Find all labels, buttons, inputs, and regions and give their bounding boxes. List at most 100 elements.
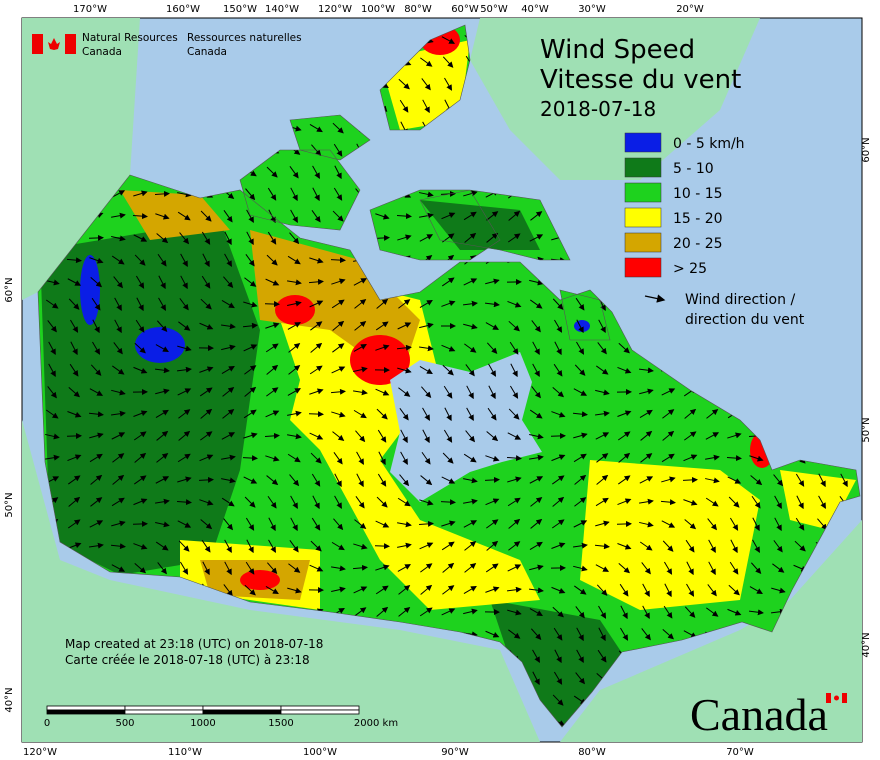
flag-band (32, 34, 43, 54)
wind-arrow (375, 564, 390, 571)
wind-arrow (463, 323, 478, 330)
wind-arrow (419, 366, 433, 375)
wind-arrow (422, 407, 430, 421)
wind-arrow (155, 498, 170, 505)
wind-arrow (67, 519, 81, 529)
wind-arrow (133, 410, 148, 417)
wind-arrow (331, 366, 346, 374)
wind-arrow (289, 232, 300, 245)
wind-arrow (419, 212, 434, 219)
wind-arrow (267, 495, 277, 509)
wind-arrow (376, 606, 389, 617)
wind-arrow (576, 649, 584, 664)
flag-band (826, 693, 831, 703)
wind-arrow (444, 407, 452, 422)
wind-arrow (224, 539, 232, 554)
wind-arrow (441, 541, 455, 551)
wind-arrow (112, 474, 125, 485)
wind-arrow (727, 476, 742, 484)
wind-arrow (726, 455, 742, 462)
wind-arrow (420, 584, 433, 595)
wind-arrow (201, 275, 211, 289)
scale-label: 2000 km (354, 718, 398, 729)
wind-arrow (662, 430, 675, 441)
wind-arrow (374, 543, 390, 550)
wind-arrow (287, 410, 302, 417)
wind-arrow (597, 342, 607, 355)
wind-arrow (594, 543, 610, 550)
wind-arrow (156, 453, 169, 463)
wind-arrow (572, 542, 588, 549)
wind-arrow (310, 540, 322, 552)
wind-arrow (683, 454, 698, 462)
wind-arrow (421, 386, 432, 399)
wind-arrow (684, 606, 696, 618)
wind-arrow (529, 454, 544, 461)
wind-arrow (289, 474, 300, 487)
wind-arrow (441, 277, 455, 287)
wind-arrow (508, 320, 520, 332)
wind-arrow (155, 476, 170, 484)
wind-arrow (773, 540, 783, 553)
wind-arrow (664, 561, 673, 575)
wind-arrow (685, 539, 695, 553)
wind-arrow (529, 541, 543, 551)
wind-arrow (221, 454, 236, 461)
wind-arrow (68, 475, 81, 485)
wind-arrow (265, 586, 279, 595)
wind-arrow (486, 431, 499, 442)
wind-arrow (707, 584, 717, 597)
wind-arrow (355, 430, 366, 443)
wind-arrow (48, 363, 56, 378)
wind-arrow (69, 363, 79, 377)
wind-arrow (67, 411, 82, 418)
wind-arrow (421, 78, 431, 91)
wind-arrow (510, 363, 518, 378)
wind-arrow (114, 297, 122, 312)
wind-arrow (509, 385, 519, 399)
wind-arrow (356, 451, 364, 465)
wind-arrow (154, 190, 170, 197)
wind-arrow (155, 521, 170, 528)
wind-arrow (266, 364, 279, 375)
wind-arrow (486, 519, 499, 529)
wind-arrow (353, 586, 368, 594)
wind-arrow (532, 649, 540, 663)
wind-arrow (573, 388, 588, 396)
wind-arrow (398, 299, 411, 309)
wind-arrow (617, 543, 632, 550)
wind-arrow (200, 210, 212, 222)
wind-arrow (177, 453, 191, 463)
credit: Carte créée le 2018-07-18 (UTC) à 23:18 (65, 653, 310, 667)
wind-arrow (486, 540, 499, 551)
wind-arrow (246, 231, 254, 246)
title-fr: Vitesse du vent (540, 65, 741, 95)
wind-arrow (133, 431, 147, 441)
wind-arrow (507, 233, 521, 243)
wind-arrow (531, 320, 541, 333)
wind-arrow (309, 300, 324, 308)
wind-arrow (598, 605, 607, 619)
graticule-label: 40°N (4, 687, 15, 712)
wind-arrow (158, 297, 166, 311)
wind-arrow (420, 57, 433, 67)
wind-arrow (287, 587, 302, 594)
wind-arrow (528, 587, 544, 594)
graticule-label: 150°W (223, 4, 257, 15)
wind-arrow (222, 386, 235, 397)
wind-arrow (530, 211, 543, 221)
wind-arrow (155, 344, 169, 352)
wind-arrow (333, 143, 343, 157)
wind-arrow (419, 499, 434, 506)
wind-arrow (463, 190, 478, 197)
org-fr: Canada (187, 46, 227, 58)
wind-arrow (598, 319, 606, 334)
wind-arrow (134, 342, 146, 354)
wind-arrow (92, 341, 101, 355)
wind-arrow (398, 78, 410, 90)
wind-arrow (484, 301, 500, 308)
wind-arrow (440, 190, 456, 197)
wind-arrow (111, 190, 126, 198)
wind-arrow (507, 300, 522, 308)
